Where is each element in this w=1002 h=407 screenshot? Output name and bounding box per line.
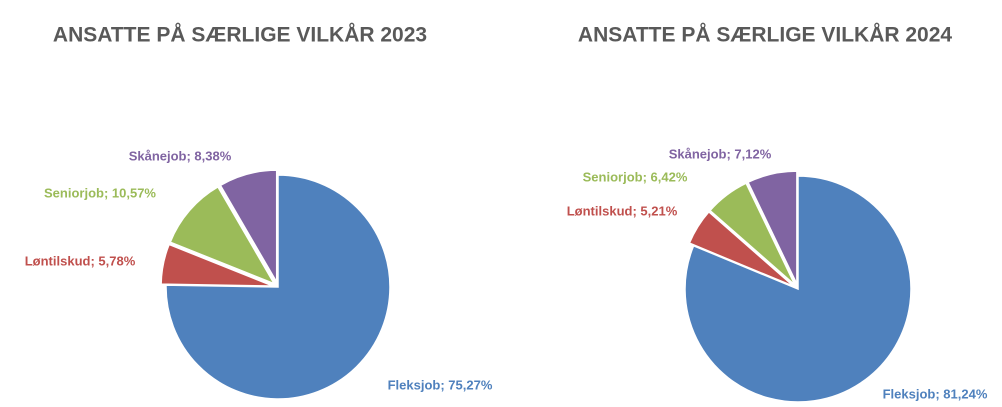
pie-slice [688,210,795,288]
pie-slice [219,169,278,285]
pie-slice [684,175,912,403]
chart-title: ANSATTE PÅ SÆRLIGE VILKÅR 2024 [578,23,952,47]
chart-title: ANSATTE PÅ SÆRLIGE VILKÅR 2023 [53,23,427,47]
data-label: Fleksjob; 75,27% [388,377,493,392]
pie-slice [747,170,798,285]
data-label: Seniorjob; 10,57% [44,185,156,200]
data-label: Løntilskud; 5,78% [25,253,136,268]
data-label: Skånejob; 7,12% [669,146,772,161]
pie-slice [165,174,391,400]
data-label: Løntilskud; 5,21% [567,203,678,218]
pie-slice [160,243,274,287]
data-label: Fleksjob; 81,24% [883,386,988,401]
pie-slice [169,185,276,286]
data-label: Skånejob; 8,38% [129,148,232,163]
pie-slice [708,182,796,286]
data-label: Seniorjob; 6,42% [583,169,688,184]
